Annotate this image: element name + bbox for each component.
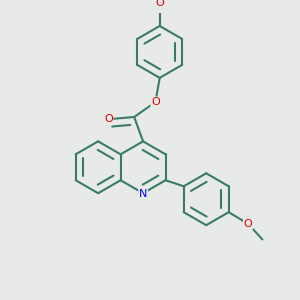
Text: N: N (139, 189, 147, 200)
Text: O: O (151, 97, 160, 107)
Text: O: O (244, 219, 253, 229)
Text: O: O (104, 114, 113, 124)
Text: O: O (155, 0, 164, 8)
